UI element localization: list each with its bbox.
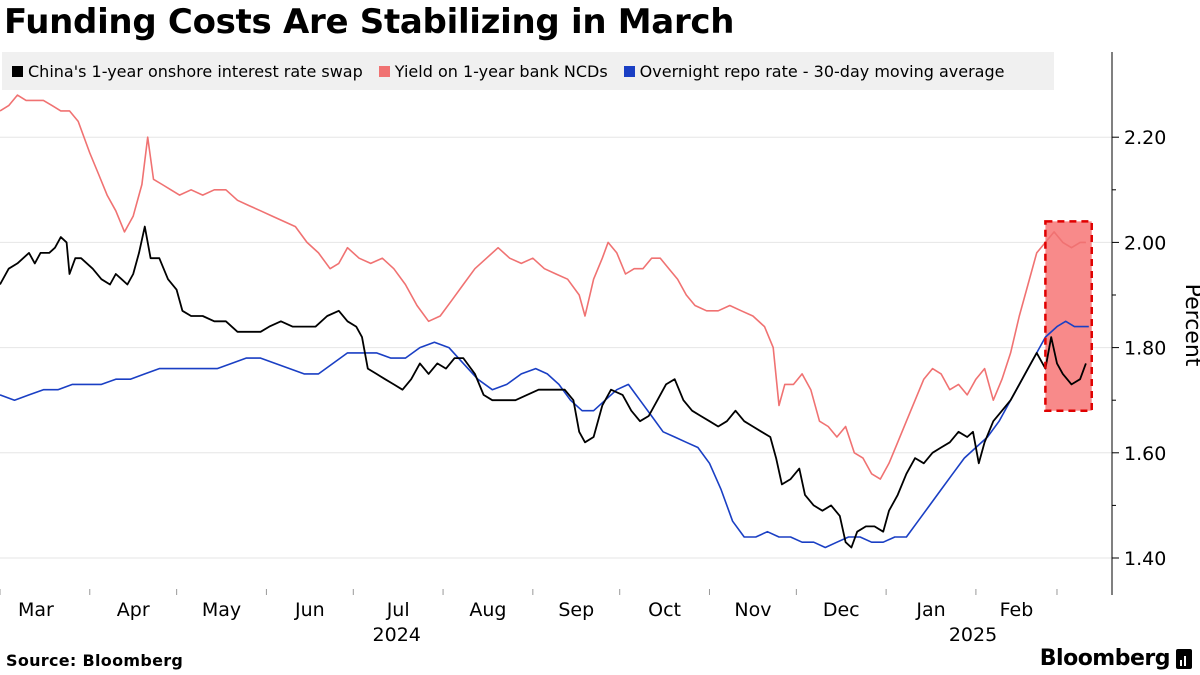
legend-swatch-swap — [12, 65, 23, 77]
x-year-label-1: 2025 — [949, 624, 997, 646]
legend-label-ncd: Yield on 1-year bank NCDs — [394, 61, 608, 81]
series-line-repo — [0, 320, 1089, 549]
legend-label-swap: China's 1-year onshore interest rate swa… — [28, 61, 363, 81]
brand-logo: Bloomberg — [1040, 646, 1192, 671]
x-tick-label-8: Nov — [734, 599, 771, 621]
legend-item-repo: Overnight repo rate - 30-day moving aver… — [623, 61, 1005, 81]
x-tick-label-2: May — [202, 599, 241, 621]
legend-label-repo: Overnight repo rate - 30-day moving aver… — [639, 61, 1005, 81]
x-tick-label-9: Dec — [823, 599, 860, 621]
x-tick-label-1: Apr — [117, 599, 150, 621]
x-tick-label-10: Jan — [915, 599, 945, 621]
y-tick-label-3: 2.00 — [1124, 232, 1166, 254]
x-tick-label-11: Feb — [1000, 599, 1034, 621]
x-tick-label-7: Oct — [648, 599, 681, 621]
chart-legend: China's 1-year onshore interest rate swa… — [2, 52, 1054, 90]
x-tick-label-0: Mar — [18, 599, 54, 621]
legend-item-swap: China's 1-year onshore interest rate swa… — [12, 62, 363, 81]
highlight-border — [1044, 220, 1093, 412]
series-line-swap — [0, 225, 1087, 549]
y-tick-label-0: 1.40 — [1124, 548, 1166, 570]
y-axis-title: Percent — [1180, 284, 1200, 367]
x-tick-label-3: Jun — [294, 599, 325, 621]
y-tick-label-1: 1.60 — [1124, 443, 1166, 465]
x-tick-label-5: Aug — [469, 599, 506, 621]
x-year-label-0: 2024 — [373, 624, 421, 646]
series-line-ncd — [0, 94, 1086, 480]
terminal-icon — [1176, 648, 1192, 669]
legend-swatch-ncd — [378, 65, 390, 77]
y-tick-label-2: 1.80 — [1124, 338, 1166, 360]
x-tick-label-6: Sep — [558, 599, 594, 621]
source-note: Source: Bloomberg — [6, 651, 184, 670]
legend-swatch-repo — [623, 65, 635, 77]
y-tick-label-4: 2.20 — [1124, 127, 1166, 149]
legend-item-ncd: Yield on 1-year bank NCDs — [378, 61, 608, 81]
brand-wordmark: Bloomberg — [1039, 646, 1171, 671]
chart-title: Funding Costs Are Stabilizing in March — [4, 2, 735, 42]
highlight-region — [1045, 221, 1092, 411]
x-tick-label-4: Jul — [386, 599, 410, 621]
